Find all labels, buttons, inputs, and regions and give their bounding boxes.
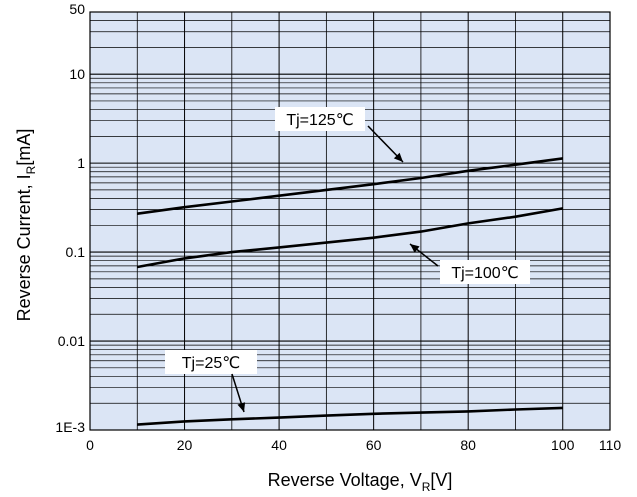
- series-label-1: Tj=100℃: [451, 265, 518, 282]
- series-label-box-1: [440, 260, 530, 284]
- x-tick-label: 40: [271, 437, 287, 453]
- series-arrowhead-1: [410, 244, 420, 253]
- series-label-0: Tj=125℃: [286, 112, 353, 129]
- x-tick-label: 110: [599, 437, 622, 453]
- grid-lines: [90, 12, 610, 430]
- y-tick-label: 0.01: [58, 333, 85, 349]
- series-arrowhead-2: [237, 402, 246, 412]
- series-line-0: [137, 157, 563, 215]
- x-tick-labels: 0 20 40 60 80 100 110: [86, 437, 621, 453]
- x-tick-label: 0: [86, 437, 94, 453]
- x-tick-label: 20: [177, 437, 193, 453]
- plot-frame: [89, 11, 611, 431]
- y-tick-label: 10: [69, 66, 85, 82]
- x-tick-label: 100: [551, 437, 575, 453]
- series-label-2: Tj=25℃: [182, 355, 240, 372]
- x-tick-label: 60: [366, 437, 382, 453]
- series-line-2: [137, 406, 563, 426]
- y-axis-title: Reverse Current, IR[mA]: [14, 129, 38, 322]
- y-tick-label: 0.1: [66, 244, 86, 260]
- y-tick-label: 1E-3: [55, 419, 85, 435]
- series-labels: Tj=125℃ Tj=100℃ Tj=25℃: [165, 107, 530, 413]
- y-tick-labels: 1E-3 0.01 0.1 1 10 50: [55, 1, 85, 435]
- series-arrowhead-0: [393, 152, 403, 162]
- series-line-1: [137, 207, 563, 269]
- series-label-box-2: [165, 350, 257, 374]
- series-label-box-0: [275, 107, 365, 131]
- x-tick-label: 80: [460, 437, 476, 453]
- series-lines: [137, 157, 563, 426]
- y-tick-label: 50: [69, 1, 85, 17]
- x-axis-title: Reverse Voltage, VR[V]: [268, 470, 453, 494]
- y-tick-label: 1: [77, 155, 85, 171]
